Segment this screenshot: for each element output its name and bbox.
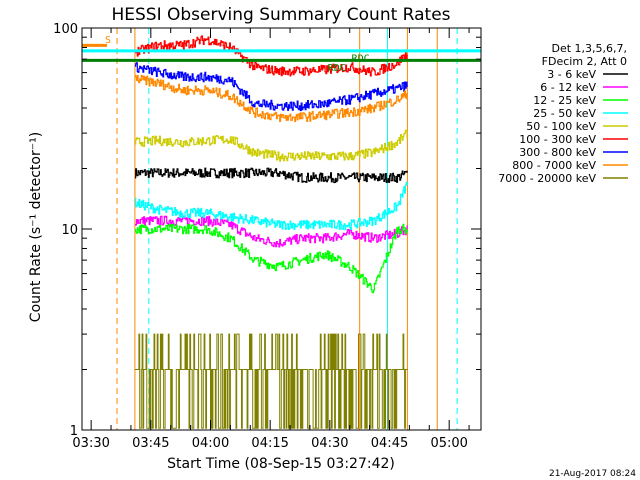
x-tick-label-0430: 04:30 xyxy=(311,436,348,451)
plot-area: S RDC RDC xyxy=(82,28,481,430)
legend-label-6-12-kev: 6 - 12 keV xyxy=(540,81,596,94)
x-tick-label-0445: 04:45 xyxy=(371,436,408,451)
chart-title: HESSI Observing Summary Count Rates xyxy=(111,5,450,25)
y-tick-label-1: 1 xyxy=(70,424,78,439)
annotation-s-1: S xyxy=(105,35,111,46)
axes: 1 10 100 03:30 03:45 04:00 04:15 04:30 04:45 05:0… xyxy=(53,22,482,451)
legend-label-7000-20000-kev: 7000 - 20000 keV xyxy=(498,172,596,185)
annotation-rdc-3: RDC xyxy=(352,54,370,65)
series-3-6-kev xyxy=(134,167,408,184)
legend-header-2: FDecim 2, Att 0 xyxy=(542,55,627,68)
y-tick-label-100: 100 xyxy=(53,22,78,37)
series-100-300-kev xyxy=(134,35,408,77)
x-axis-label: Start Time (08-Sep-15 03:27:42) xyxy=(167,456,395,472)
legend-label-12-25-kev: 12 - 25 keV xyxy=(533,94,596,107)
footer-timestamp: 21-Aug-2017 08:24 xyxy=(549,469,636,479)
series-7000-20000-kev xyxy=(134,333,408,429)
x-tick-label-0400: 04:00 xyxy=(192,436,229,451)
series-25-50-kev xyxy=(134,181,408,231)
series-12-25-kev xyxy=(134,223,408,294)
x-tick-label-0345: 03:45 xyxy=(132,436,169,451)
x-tick-label-0330: 03:30 xyxy=(72,436,109,451)
legend-header-1: Det 1,3,5,6,7, xyxy=(551,42,627,55)
legend-label-3-6-kev: 3 - 6 keV xyxy=(547,68,596,81)
x-tick-label-0415: 04:15 xyxy=(251,436,288,451)
legend-label-50-100-kev: 50 - 100 keV xyxy=(526,120,596,133)
y-tick-label-10: 10 xyxy=(61,223,78,238)
y-axis-label: Count Rate (s⁻¹ detector⁻¹) xyxy=(28,132,44,322)
legend-label-800-7000-kev: 800 - 7000 keV xyxy=(512,159,596,172)
legend-label-25-50-kev: 25 - 50 keV xyxy=(533,107,596,120)
annotation-rdc-2: RDC xyxy=(328,63,346,74)
legend: Det 1,3,5,6,7,FDecim 2, Att 03 - 6 keV6 … xyxy=(498,42,628,185)
series-6-12-kev xyxy=(134,215,408,248)
legend-label-100-300-kev: 100 - 300 keV xyxy=(519,133,596,146)
series-50-100-kev xyxy=(134,129,408,162)
x-tick-label-0500: 05:00 xyxy=(430,436,467,451)
series-800-7000-kev xyxy=(134,74,408,123)
series-300-800-kev xyxy=(134,62,408,112)
legend-label-300-800-kev: 300 - 800 keV xyxy=(519,146,596,159)
